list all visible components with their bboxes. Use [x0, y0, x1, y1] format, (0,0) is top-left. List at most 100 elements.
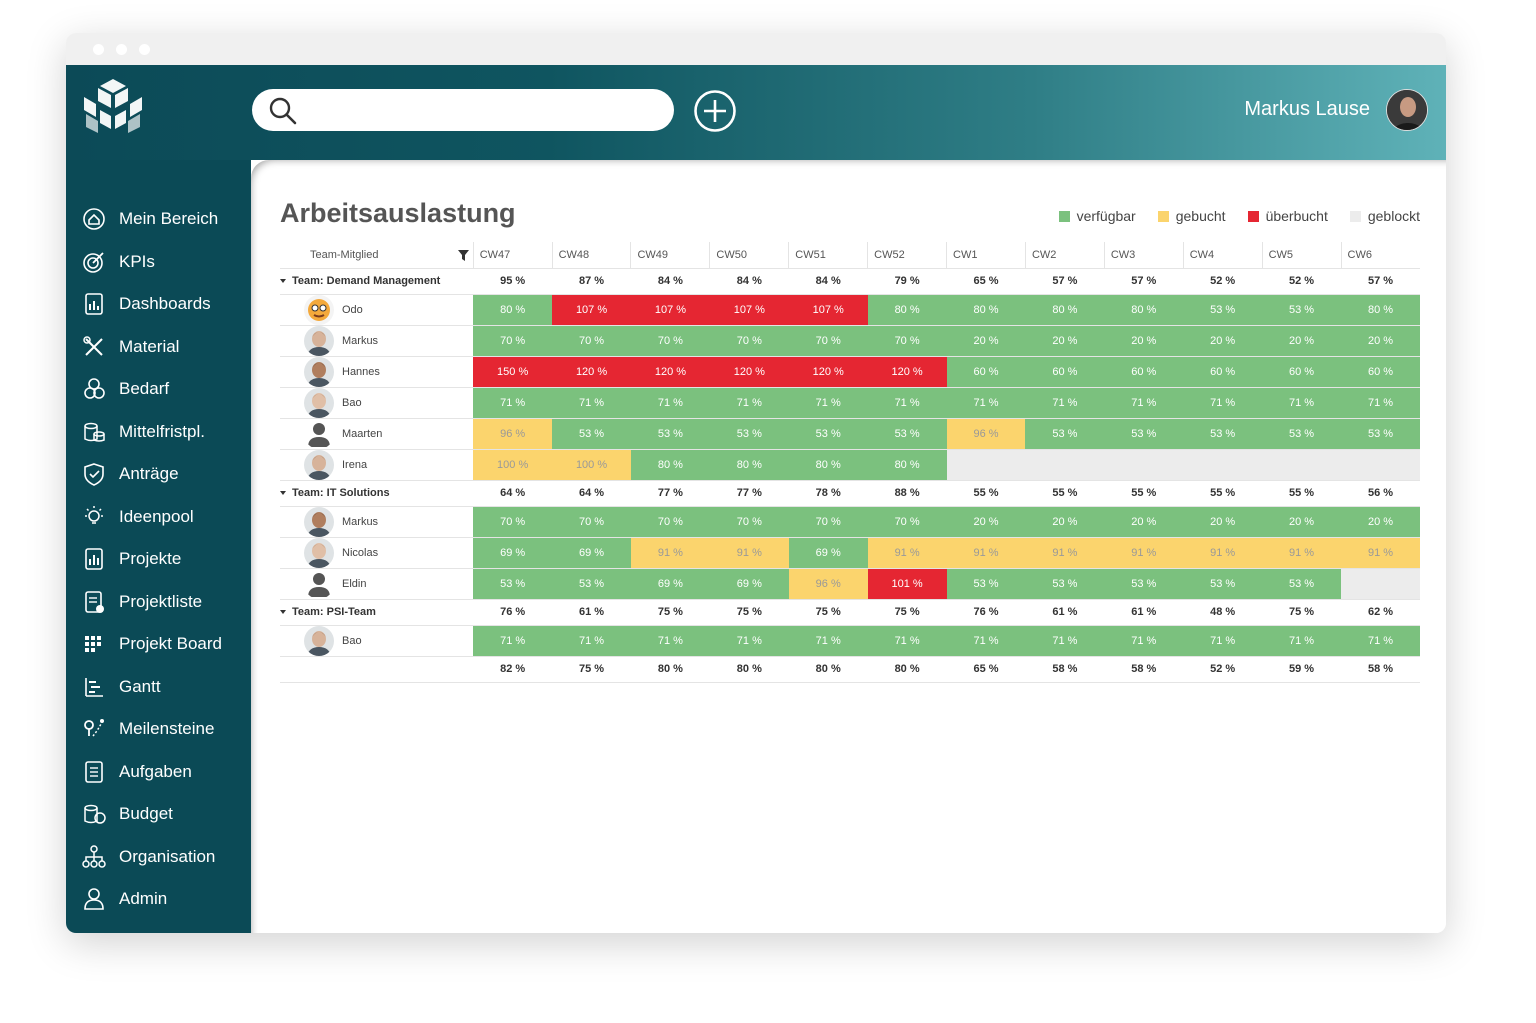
window-dot[interactable] [116, 44, 127, 55]
search-bar[interactable] [252, 89, 674, 131]
workload-cell[interactable]: 20 % [1104, 325, 1184, 357]
workload-cell[interactable]: 53 % [1262, 418, 1341, 450]
week-header[interactable]: CW47 [472, 242, 553, 269]
workload-cell[interactable]: 71 % [867, 625, 947, 657]
workload-cell[interactable]: 71 % [946, 625, 1026, 657]
workload-cell[interactable]: 91 % [1183, 537, 1263, 569]
workload-cell[interactable]: 71 % [1341, 625, 1420, 657]
workload-cell[interactable]: 91 % [709, 537, 789, 569]
workload-cell[interactable]: 53 % [1183, 568, 1263, 600]
workload-cell[interactable]: 120 % [709, 356, 789, 388]
workload-cell[interactable]: 20 % [1341, 325, 1420, 357]
workload-cell[interactable]: 53 % [867, 418, 947, 450]
workload-cell[interactable]: 53 % [552, 568, 631, 600]
workload-cell[interactable]: 150 % [473, 356, 553, 388]
week-header[interactable]: CW5 [1261, 242, 1341, 269]
week-header[interactable]: CW6 [1340, 242, 1420, 269]
workload-cell[interactable]: 60 % [1183, 356, 1263, 388]
member-row[interactable]: Markus 70 % 70 % 70 % 70 % 70 % 70 % 20 % 20 % 20… [280, 506, 1420, 538]
workload-cell[interactable]: 80 % [867, 449, 947, 481]
workload-cell[interactable]: 91 % [867, 537, 947, 569]
workload-cell[interactable]: 80 % [630, 449, 710, 481]
team-row[interactable]: Team: IT Solutions 64 % 64 % 77 % 77 % 78 % 88… [280, 480, 1420, 507]
workload-cell[interactable]: 96 % [788, 568, 868, 600]
workload-cell[interactable]: 70 % [788, 506, 868, 538]
workload-cell[interactable]: 20 % [946, 325, 1026, 357]
workload-cell[interactable]: 53 % [1262, 294, 1341, 326]
member-cell[interactable]: Markus [280, 325, 474, 357]
workload-cell[interactable] [1025, 449, 1105, 481]
workload-cell[interactable]: 20 % [1104, 506, 1184, 538]
sidebar-item-projektliste[interactable]: Projektliste [66, 584, 251, 620]
workload-cell[interactable]: 70 % [630, 506, 710, 538]
member-row[interactable]: Markus 70 % 70 % 70 % 70 % 70 % 70 % 20 % 20 % 20… [280, 325, 1420, 357]
workload-cell[interactable] [1183, 449, 1263, 481]
member-cell[interactable]: Odo [280, 294, 474, 326]
workload-cell[interactable]: 71 % [1262, 387, 1341, 419]
workload-cell[interactable]: 70 % [788, 325, 868, 357]
workload-cell[interactable]: 80 % [867, 294, 947, 326]
workload-cell[interactable]: 53 % [1025, 418, 1105, 450]
workload-cell[interactable]: 80 % [946, 294, 1026, 326]
workload-cell[interactable]: 20 % [1183, 325, 1263, 357]
member-row[interactable]: Bao 71 % 71 % 71 % 71 % 71 % 71 % 71 % 71 % 71 % 7… [280, 387, 1420, 419]
workload-cell[interactable]: 91 % [1341, 537, 1420, 569]
window-dot[interactable] [139, 44, 150, 55]
workload-cell[interactable]: 71 % [1104, 387, 1184, 419]
window-dot[interactable] [93, 44, 104, 55]
workload-cell[interactable]: 53 % [1262, 568, 1341, 600]
member-row[interactable]: Maarten 96 % 53 % 53 % 53 % 53 % 53 % 96 % 53 % 5… [280, 418, 1420, 450]
workload-cell[interactable]: 20 % [1262, 506, 1341, 538]
workload-cell[interactable]: 80 % [1104, 294, 1184, 326]
week-header[interactable]: CW1 [946, 242, 1026, 269]
workload-cell[interactable]: 71 % [788, 387, 868, 419]
workload-cell[interactable]: 80 % [473, 294, 553, 326]
workload-cell[interactable]: 70 % [552, 506, 631, 538]
member-row[interactable]: Odo 80 % 107 % 107 % 107 % 107 % 80 % 80 % 80 % 8… [280, 294, 1420, 326]
workload-cell[interactable]: 120 % [867, 356, 947, 388]
workload-cell[interactable]: 120 % [552, 356, 631, 388]
sidebar-item-dashboards[interactable]: Dashboards [66, 286, 251, 322]
workload-cell[interactable]: 107 % [630, 294, 710, 326]
workload-cell[interactable]: 53 % [630, 418, 710, 450]
workload-cell[interactable]: 71 % [630, 625, 710, 657]
member-row[interactable]: Eldin 53 % 53 % 69 % 69 % 96 % 101 % 53 % 53 % 53… [280, 568, 1420, 600]
workload-cell[interactable]: 71 % [709, 387, 789, 419]
workload-cell[interactable]: 60 % [946, 356, 1026, 388]
workload-cell[interactable]: 71 % [1025, 625, 1105, 657]
workload-cell[interactable]: 60 % [1341, 356, 1420, 388]
team-row[interactable]: Team: Demand Management 95 % 87 % 84 % 84 % 8… [280, 268, 1420, 295]
workload-cell[interactable]: 101 % [867, 568, 947, 600]
sidebar-item-mittelfristpl-[interactable]: Mittelfristpl. [66, 414, 251, 450]
workload-cell[interactable]: 69 % [552, 537, 631, 569]
workload-cell[interactable]: 70 % [473, 506, 553, 538]
workload-cell[interactable]: 53 % [1183, 418, 1263, 450]
workload-cell[interactable]: 70 % [473, 325, 553, 357]
sidebar-item-bedarf[interactable]: Bedarf [66, 371, 251, 407]
workload-cell[interactable]: 71 % [1025, 387, 1105, 419]
member-cell[interactable]: Irena [280, 449, 474, 481]
workload-cell[interactable]: 71 % [1183, 387, 1263, 419]
workload-cell[interactable]: 80 % [1025, 294, 1105, 326]
workload-cell[interactable]: 80 % [788, 449, 868, 481]
workload-cell[interactable]: 91 % [946, 537, 1026, 569]
sidebar-item-kpis[interactable]: KPIs [66, 244, 251, 280]
member-row[interactable]: Irena 100 % 100 % 80 % 80 % 80 % 80 % [280, 449, 1420, 481]
member-row[interactable]: Hannes 150 % 120 % 120 % 120 % 120 % 120 % 60 %… [280, 356, 1420, 388]
user-name[interactable]: Markus Lause [1244, 98, 1370, 120]
team-row[interactable]: Team: PSI-Team 76 % 61 % 75 % 75 % 75 % 75 % 76… [280, 599, 1420, 626]
week-header[interactable]: CW4 [1182, 242, 1263, 269]
workload-cell[interactable]: 20 % [1025, 506, 1105, 538]
workload-cell[interactable] [1341, 568, 1420, 600]
workload-cell[interactable]: 96 % [473, 418, 553, 450]
workload-cell[interactable]: 53 % [788, 418, 868, 450]
week-header[interactable]: CW50 [709, 242, 789, 269]
workload-cell[interactable]: 60 % [1104, 356, 1184, 388]
workload-cell[interactable]: 53 % [1341, 418, 1420, 450]
sidebar-item-organisation[interactable]: Organisation [66, 839, 251, 875]
week-header[interactable]: CW48 [551, 242, 631, 269]
workload-cell[interactable]: 71 % [1183, 625, 1263, 657]
workload-cell[interactable]: 71 % [946, 387, 1026, 419]
workload-cell[interactable]: 53 % [1104, 418, 1184, 450]
sidebar-item-aufgaben[interactable]: Aufgaben [66, 754, 251, 790]
